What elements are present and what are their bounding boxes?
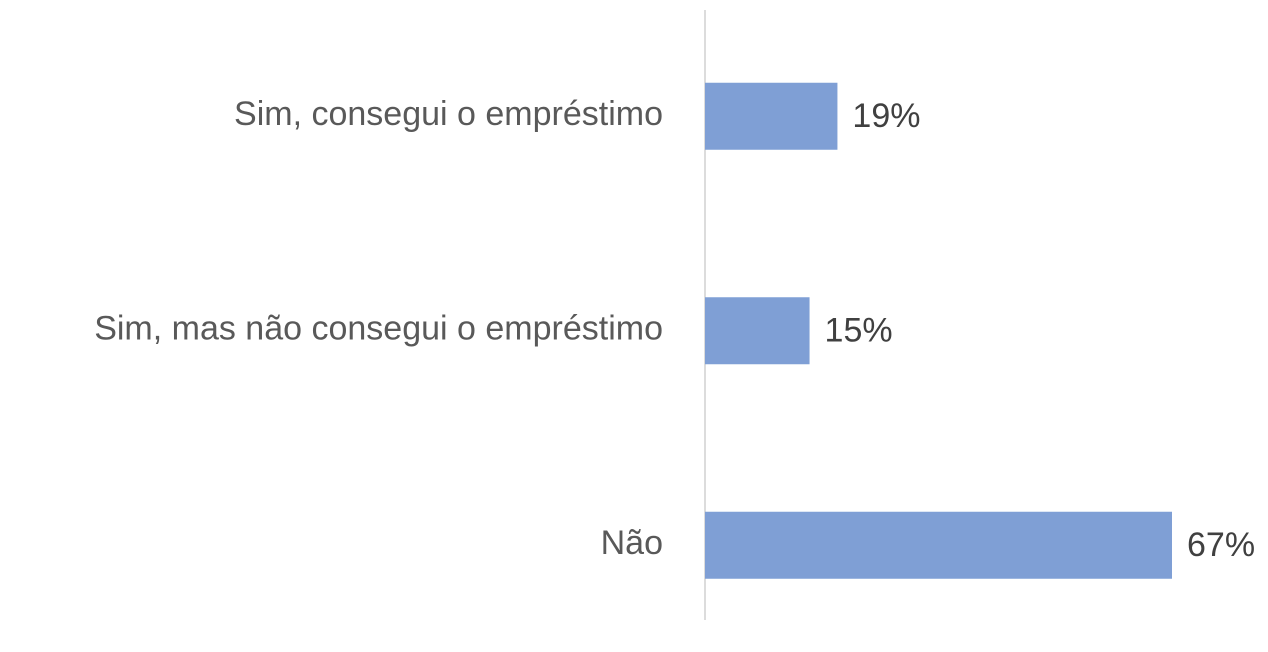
y-tick-label: Sim, mas não consegui o empréstimo [94, 310, 663, 348]
y-tick-label: Sim, consegui o empréstimo [234, 95, 663, 133]
bar [705, 511, 1172, 579]
data-label: 15% [825, 312, 893, 350]
data-label: 19% [852, 97, 920, 135]
data-label: 67% [1187, 526, 1255, 564]
bar [705, 297, 810, 365]
bar [705, 82, 838, 150]
y-tick-label: Não [601, 524, 663, 562]
